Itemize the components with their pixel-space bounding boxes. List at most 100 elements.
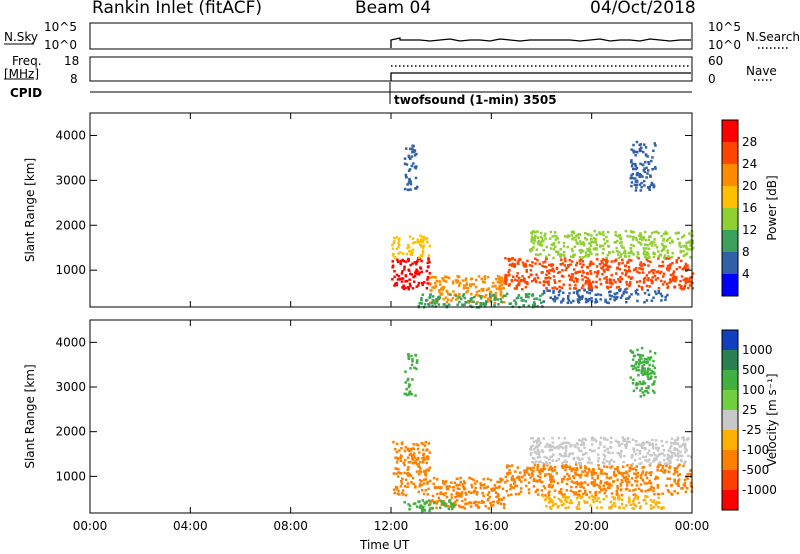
heatmap-cell xyxy=(672,270,676,273)
heatmap-cell xyxy=(547,491,550,495)
heatmap-cell xyxy=(576,234,579,237)
heatmap-cell xyxy=(549,473,552,476)
heatmap-cell xyxy=(531,261,534,264)
heatmap-cell xyxy=(634,504,638,508)
heatmap-cell xyxy=(556,253,560,256)
heatmap-cell xyxy=(406,482,410,485)
heatmap-cell xyxy=(573,493,576,496)
heatmap-cell xyxy=(596,272,599,275)
heatmap-cell xyxy=(662,506,665,509)
heatmap-cell xyxy=(406,188,410,192)
heatmap-cell xyxy=(683,442,687,446)
heatmap-cell xyxy=(615,492,619,495)
heatmap-cell xyxy=(646,495,649,499)
heatmap-cell xyxy=(496,298,499,301)
heatmap-cell xyxy=(610,273,613,277)
heatmap-cell xyxy=(673,447,676,450)
heatmap-cell xyxy=(643,291,647,295)
heatmap-cell xyxy=(564,468,567,472)
heatmap-cell xyxy=(616,466,619,469)
heatmap-cell xyxy=(678,473,681,476)
heatmap-cell xyxy=(661,467,664,470)
heatmap-cell xyxy=(548,458,551,461)
colorbar-tick-label: -500 xyxy=(742,463,769,477)
heatmap-cell xyxy=(456,279,459,282)
heatmap-cell xyxy=(591,477,594,480)
heatmap-cell xyxy=(410,354,413,358)
heatmap-cell xyxy=(450,481,453,484)
heatmap-cell xyxy=(502,287,505,290)
heatmap-cell xyxy=(589,244,593,247)
heatmap-cell xyxy=(590,240,594,244)
heatmap-cell xyxy=(391,264,395,267)
heatmap-cell xyxy=(446,504,450,508)
heatmap-cell xyxy=(410,253,413,256)
heatmap-cell xyxy=(644,455,648,458)
heatmap-cell xyxy=(456,495,459,498)
heatmap-cell xyxy=(680,259,683,263)
heatmap-cell xyxy=(668,267,672,270)
heatmap-cell xyxy=(653,352,657,355)
heatmap-cell xyxy=(529,476,532,479)
heatmap-cell xyxy=(637,369,641,372)
heatmap-cell xyxy=(553,286,557,289)
heatmap-cell xyxy=(400,447,403,450)
heatmap-cell xyxy=(638,450,642,453)
heatmap-cell xyxy=(412,275,415,279)
heatmap-cell xyxy=(642,393,646,397)
heatmap-cell xyxy=(626,478,630,481)
heatmap-cell xyxy=(536,474,540,478)
heatmap-cell xyxy=(427,487,430,491)
heatmap-cell xyxy=(396,492,400,495)
heatmap-cell xyxy=(646,482,649,485)
heatmap-cell xyxy=(517,492,521,495)
heatmap-cell xyxy=(665,484,668,487)
heatmap-cell xyxy=(642,237,646,240)
heatmap-cell xyxy=(658,271,661,275)
heatmap-cell xyxy=(531,474,534,477)
heatmap-cell xyxy=(606,240,609,243)
heatmap-cell xyxy=(618,268,621,271)
heatmap-cell xyxy=(470,483,473,487)
heatmap-cell xyxy=(527,491,531,495)
heatmap-cell xyxy=(652,241,656,244)
heatmap-cell xyxy=(588,285,591,289)
heatmap-cell xyxy=(536,448,540,452)
heatmap-cell xyxy=(523,279,526,282)
heatmap-cell xyxy=(653,380,656,383)
heatmap-cell xyxy=(493,304,496,307)
heatmap-cell xyxy=(408,269,411,272)
heatmap-cell xyxy=(531,436,534,440)
heatmap-cell xyxy=(571,273,574,276)
heatmap-cell xyxy=(644,154,648,157)
heatmap-cell xyxy=(636,495,639,498)
heatmap-cell xyxy=(422,235,426,239)
heatmap-cell xyxy=(619,275,622,279)
heatmap-cell xyxy=(664,257,667,260)
heatmap-cell xyxy=(664,295,667,299)
heatmap-cell xyxy=(635,484,639,487)
heatmap-cell xyxy=(409,250,412,253)
heatmap-cell xyxy=(625,504,628,507)
heatmap-cell xyxy=(596,474,600,477)
heatmap-cell xyxy=(638,462,641,466)
heatmap-cell xyxy=(395,442,399,446)
heatmap-cell xyxy=(539,253,542,256)
heatmap-cell xyxy=(392,252,395,256)
heatmap-cell xyxy=(407,357,411,360)
heatmap-cell xyxy=(640,444,643,447)
heatmap-cell xyxy=(610,506,613,509)
heatmap-cell xyxy=(525,270,528,273)
heatmap-cell xyxy=(502,294,506,297)
heatmap-cell xyxy=(639,474,643,477)
heatmap-cell xyxy=(648,363,651,367)
heatmap-cell xyxy=(499,477,502,480)
heatmap-cell xyxy=(571,452,574,455)
heatmap-cell xyxy=(616,493,619,496)
heatmap-cell xyxy=(564,449,568,452)
heatmap-cell xyxy=(641,478,644,481)
heatmap-cell xyxy=(455,298,458,301)
heatmap-cell xyxy=(437,303,441,306)
heatmap-cell xyxy=(395,273,399,277)
heatmap-cell xyxy=(656,466,659,469)
